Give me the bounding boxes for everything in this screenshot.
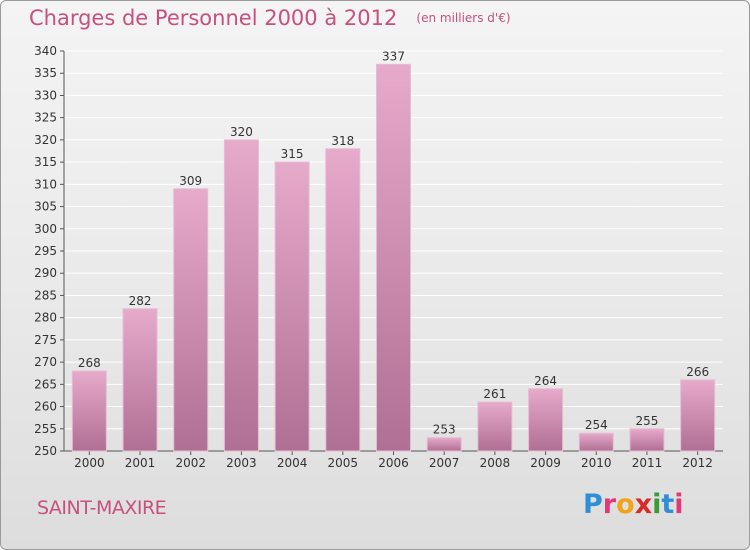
x-tick-label: 2000 xyxy=(74,456,105,470)
data-label: 315 xyxy=(281,147,304,161)
bar xyxy=(376,63,411,452)
y-tick-label: 265 xyxy=(34,377,57,391)
data-label: 268 xyxy=(78,356,101,370)
data-label: 337 xyxy=(382,49,405,63)
data-label: 320 xyxy=(230,125,253,139)
y-tick-label: 305 xyxy=(34,200,57,214)
y-tick-label: 340 xyxy=(34,44,57,58)
y-tick-label: 325 xyxy=(34,111,57,125)
label-layer: 268 282 309 320 315 318 337 253 261 264 254 255 266 xyxy=(78,49,709,436)
y-tick-label: 295 xyxy=(34,244,57,258)
y-tick-label: 285 xyxy=(34,288,57,302)
logo-letter: i xyxy=(652,489,662,520)
logo-letter: i xyxy=(674,489,684,520)
y-tick-label: 270 xyxy=(34,355,57,369)
y-tick-label: 315 xyxy=(34,155,57,169)
y-tick-label: 250 xyxy=(34,444,57,458)
data-label: 255 xyxy=(636,414,659,428)
bar xyxy=(629,428,665,452)
bar xyxy=(122,308,158,452)
bar-layer xyxy=(71,63,716,452)
logo-letter: x xyxy=(634,489,653,520)
y-tick-label: 255 xyxy=(34,422,57,436)
bar xyxy=(71,370,107,452)
x-tick-label: 2008 xyxy=(480,456,511,470)
data-label: 266 xyxy=(686,365,709,379)
title-row: Charges de Personnel 2000 à 2012 (en mil… xyxy=(29,6,511,30)
logo-letter: o xyxy=(616,489,635,520)
bar xyxy=(578,432,614,452)
x-tick-label: 2011 xyxy=(632,456,663,470)
bar xyxy=(477,401,513,452)
x-tick-label: 2005 xyxy=(328,456,359,470)
data-label: 318 xyxy=(331,134,354,148)
bar xyxy=(223,139,259,452)
data-label: 261 xyxy=(483,387,506,401)
bar xyxy=(173,188,209,452)
x-tick-label: 2009 xyxy=(530,456,561,470)
y-tick-label: 275 xyxy=(34,333,57,347)
data-label: 254 xyxy=(585,418,608,432)
y-tick-label: 330 xyxy=(34,88,57,102)
x-tick-label: 2002 xyxy=(175,456,206,470)
place-name: SAINT-MAXIRE xyxy=(37,497,167,519)
data-label: 264 xyxy=(534,374,557,388)
bar xyxy=(528,388,564,452)
x-tick-label: 2006 xyxy=(378,456,409,470)
y-tick-label: 335 xyxy=(34,66,57,80)
bar xyxy=(325,148,361,452)
bar xyxy=(426,437,462,452)
x-tick-label: 2012 xyxy=(682,456,713,470)
logo-letter: t xyxy=(661,489,675,520)
x-tick-label: 2004 xyxy=(277,456,308,470)
y-tick-label: 280 xyxy=(34,311,57,325)
y-tick-label: 290 xyxy=(34,266,57,280)
y-tick-label: 320 xyxy=(34,133,57,147)
bar xyxy=(680,379,716,452)
x-tick-label: 2003 xyxy=(226,456,257,470)
x-tick-label: 2001 xyxy=(125,456,156,470)
proxiti-logo: Proxiti xyxy=(583,489,684,520)
data-label: 309 xyxy=(179,174,202,188)
data-label: 253 xyxy=(433,423,456,437)
chart-subtitle: (en milliers d'€) xyxy=(416,11,511,25)
y-tick-label: 260 xyxy=(34,400,57,414)
logo-letter: P xyxy=(583,489,603,520)
logo-letter: r xyxy=(602,489,617,520)
x-tick-label: 2007 xyxy=(429,456,460,470)
axis-layer: 250 255 260 265 270 275 280 285 290 295 300 305 310 3… xyxy=(34,44,723,470)
bar xyxy=(274,161,310,452)
y-tick-label: 300 xyxy=(34,222,57,236)
data-label: 282 xyxy=(129,294,152,308)
x-tick-label: 2010 xyxy=(581,456,612,470)
chart-title: Charges de Personnel 2000 à 2012 xyxy=(29,6,398,30)
y-tick-label: 310 xyxy=(34,177,57,191)
